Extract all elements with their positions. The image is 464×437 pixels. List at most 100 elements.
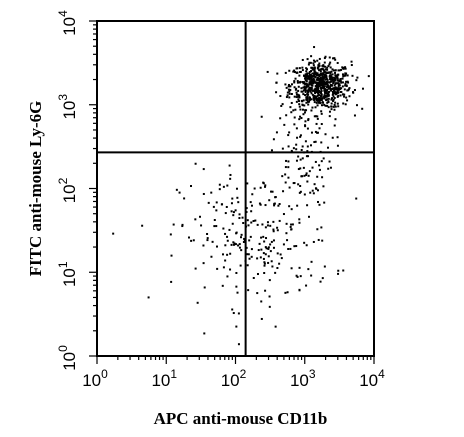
data-point [328, 63, 331, 66]
data-point [322, 64, 325, 67]
data-point [334, 86, 337, 89]
data-point [350, 64, 353, 67]
data-point [315, 101, 318, 104]
data-point [337, 85, 340, 88]
data-point [301, 69, 304, 72]
data-point [200, 224, 203, 227]
data-point [290, 208, 293, 211]
data-point [202, 244, 205, 247]
data-point [361, 107, 364, 110]
data-point [317, 97, 320, 100]
data-point [232, 211, 235, 214]
data-point [315, 83, 318, 86]
data-point [317, 101, 320, 104]
data-point [319, 84, 322, 87]
data-point [332, 87, 335, 90]
data-point [305, 174, 308, 177]
data-point [290, 101, 293, 104]
data-point [299, 108, 302, 111]
data-point [290, 267, 293, 270]
data-point [233, 242, 236, 245]
data-point [281, 103, 284, 106]
svg-text:104: 104 [56, 10, 79, 36]
data-point [339, 87, 342, 90]
data-point [295, 143, 298, 146]
data-point [340, 68, 343, 71]
data-point [216, 267, 219, 270]
data-point [281, 147, 284, 150]
data-point [337, 82, 340, 85]
data-point [319, 94, 322, 97]
data-point [323, 97, 326, 100]
data-point [306, 98, 309, 101]
data-point [228, 228, 231, 231]
data-point [320, 80, 323, 83]
data-point [313, 90, 316, 93]
data-point [316, 94, 319, 97]
data-point [311, 66, 314, 69]
data-point [326, 104, 329, 107]
data-point [302, 86, 305, 89]
data-point [260, 236, 263, 239]
data-point [245, 207, 248, 210]
data-point [307, 215, 310, 218]
data-point [215, 209, 218, 212]
data-point [331, 73, 334, 76]
data-point [306, 145, 309, 148]
data-point [302, 82, 305, 85]
data-point [169, 233, 172, 236]
data-point [314, 85, 317, 88]
data-point [344, 72, 347, 75]
svg-text:103: 103 [56, 94, 79, 120]
data-point [325, 99, 328, 102]
data-point [287, 248, 290, 251]
data-point [232, 312, 235, 315]
data-point [295, 274, 298, 277]
data-point [237, 343, 240, 346]
data-point [192, 239, 195, 242]
data-point [339, 80, 342, 83]
data-point [242, 222, 245, 225]
data-point [318, 79, 321, 82]
data-point [309, 73, 312, 76]
data-point [308, 100, 311, 103]
data-point [112, 232, 115, 235]
data-point [318, 69, 321, 72]
data-point [316, 175, 319, 178]
data-point [331, 93, 334, 96]
data-point [288, 96, 291, 99]
data-point [253, 187, 256, 190]
data-point [310, 82, 313, 85]
data-point [261, 223, 264, 226]
data-point [324, 133, 327, 136]
data-point [235, 325, 238, 328]
data-point [319, 68, 322, 71]
data-point [332, 95, 335, 98]
data-point [326, 146, 329, 149]
data-point [251, 193, 254, 196]
data-point [211, 240, 214, 243]
data-point [241, 216, 244, 219]
data-point [190, 239, 193, 242]
data-point [305, 82, 308, 85]
data-point [304, 74, 307, 77]
data-point [254, 219, 257, 222]
data-point [323, 57, 326, 60]
data-point [196, 301, 199, 304]
data-point [306, 180, 309, 183]
data-point [330, 98, 333, 101]
data-point [203, 332, 206, 335]
data-point [231, 308, 234, 311]
data-point [297, 155, 300, 158]
data-point [243, 237, 246, 240]
data-point [311, 189, 314, 192]
data-point [238, 217, 241, 220]
data-point [304, 120, 307, 123]
data-point [305, 70, 308, 73]
data-point [183, 197, 186, 200]
data-point [342, 75, 345, 78]
data-point [320, 110, 323, 113]
data-point [315, 87, 318, 90]
data-point [237, 201, 240, 204]
